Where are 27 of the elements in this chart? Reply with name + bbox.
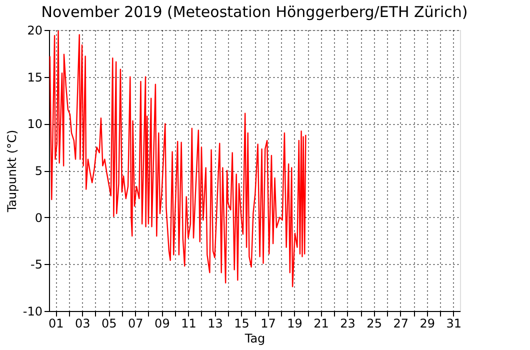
y-tick-label: -10 (22, 304, 42, 318)
y-tick-label: 20 (27, 24, 42, 38)
y-axis-title: Taupunkt (°C) (4, 130, 19, 214)
x-axis-title: Tag (244, 332, 266, 346)
x-tick-label: 03 (75, 316, 90, 330)
x-tick-label: 09 (154, 316, 170, 330)
line-series (49, 30, 306, 288)
x-tick-label: 27 (393, 316, 408, 330)
x-tick-label: 13 (208, 316, 223, 330)
x-tick-label: 31 (446, 316, 462, 330)
x-tick-label: 23 (340, 316, 356, 330)
y-tick-label: 10 (27, 117, 42, 132)
y-tick-label: -5 (30, 258, 42, 272)
y-tick-label: 15 (27, 70, 42, 84)
y-tick-label: 0 (34, 210, 42, 225)
x-tick-label: 25 (366, 316, 382, 330)
x-tick-label: 29 (420, 316, 435, 330)
x-tick-label: 07 (128, 316, 144, 330)
y-tick-label: 5 (34, 164, 42, 178)
x-tick-label: 19 (287, 316, 302, 330)
x-tick-label: 21 (314, 316, 329, 330)
x-tick-label: 05 (102, 316, 117, 330)
x-tick-label: 17 (260, 316, 276, 330)
x-tick-label: 11 (181, 316, 196, 330)
chart-title: November 2019 (Meteostation Hönggerberg/ETH Zürich) (41, 3, 468, 21)
x-tick-label: 15 (234, 316, 250, 330)
x-tick-label: 01 (48, 316, 64, 330)
